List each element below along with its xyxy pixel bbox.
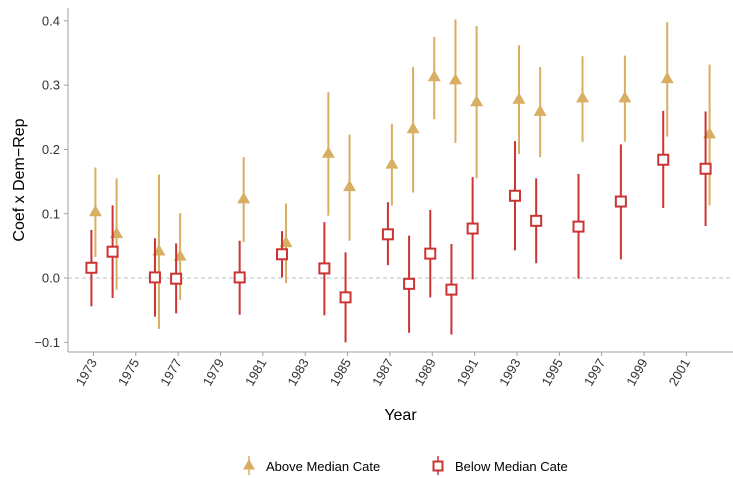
legend-label: Below Median Cate (455, 459, 568, 474)
x-tick-label: 1977 (157, 356, 184, 389)
x-tick-label: 1979 (200, 356, 227, 389)
x-tick-label: 2001 (666, 356, 693, 389)
data-point-triangle (660, 71, 674, 84)
data-point-square (148, 271, 161, 284)
data-point-square (381, 228, 394, 241)
x-tick-label: 1995 (538, 356, 565, 389)
data-point-square (466, 222, 479, 235)
series-above-median (88, 19, 717, 329)
x-tick-label: 1975 (115, 356, 142, 389)
data-point-square (424, 247, 437, 260)
y-tick-label: −0.1 (34, 335, 60, 350)
x-tick-label: 1993 (496, 356, 523, 389)
x-tick-label: 1981 (242, 356, 269, 389)
data-point-triangle (470, 95, 484, 107)
data-point-square (276, 248, 289, 261)
data-point-square (657, 153, 670, 166)
legend-key-marker (432, 460, 444, 472)
data-point-square (445, 283, 458, 296)
legend-item: Below Median Cate (432, 456, 568, 475)
data-point-triangle (321, 146, 335, 158)
legend: Above Median Cate Below Median Cate (243, 456, 568, 475)
data-point-triangle (576, 91, 590, 103)
axes: −0.1 0.0 0.1 0.2 0.3 0.4 1973 1975 1977 1979 1981 1… (34, 8, 733, 389)
data-point-square (318, 262, 331, 275)
data-point-square (614, 195, 627, 208)
legend-item: Above Median Cate (243, 456, 380, 475)
data-point-triangle (618, 91, 632, 103)
data-point-triangle (427, 69, 441, 82)
x-tick-label: 1999 (623, 356, 650, 389)
data-point-square (403, 277, 416, 290)
data-point-triangle (448, 73, 462, 85)
x-tick-label: 1987 (369, 356, 396, 389)
data-point-triangle (533, 104, 547, 116)
x-tick-label: 1973 (73, 356, 100, 389)
data-point-square (339, 291, 352, 304)
x-tick-label: 1997 (581, 356, 608, 389)
data-point-square (572, 220, 585, 233)
x-tick-label: 1983 (284, 356, 311, 389)
legend-key-square-icon (432, 456, 444, 475)
data-point-square (170, 272, 183, 285)
data-point-triangle (385, 157, 399, 169)
data-point-triangle (512, 92, 526, 104)
x-axis-title: Year (384, 407, 417, 424)
data-point-square (530, 214, 543, 227)
y-tick-label: 0.0 (42, 271, 60, 286)
x-tick-label: 1985 (327, 356, 354, 389)
legend-label: Above Median Cate (266, 459, 380, 474)
data-point-square (699, 162, 712, 175)
data-point-square (85, 261, 98, 274)
y-tick-label: 0.2 (42, 142, 60, 157)
x-tick-label: 1989 (411, 356, 438, 389)
y-tick-label: 0.3 (42, 78, 60, 93)
legend-key-triangle-icon (243, 456, 255, 475)
data-point-square (508, 189, 521, 202)
y-tick-label: 0.4 (42, 13, 60, 28)
legend-key-marker (243, 459, 255, 470)
plot-area (85, 19, 717, 343)
series-below-median (85, 110, 712, 343)
data-point-square (233, 271, 246, 284)
data-point-triangle (343, 179, 357, 192)
data-point-triangle (237, 192, 251, 204)
data-point-square (106, 245, 119, 258)
data-point-triangle (406, 122, 420, 134)
x-tick-label: 1991 (454, 356, 481, 389)
data-point-triangle (88, 204, 102, 217)
y-tick-label: 0.1 (42, 206, 60, 221)
y-axis-title: Coef x Dem−Rep (11, 118, 28, 241)
